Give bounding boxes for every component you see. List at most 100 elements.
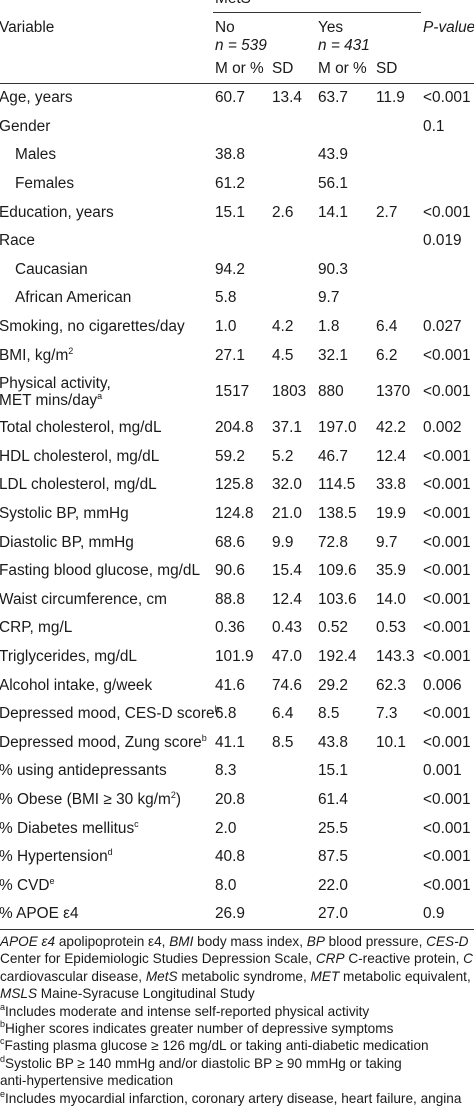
no-mean-cell: 40.8 xyxy=(215,848,245,866)
table-row: CRP, mg/L 0.36 0.43 0.52 0.53 <0.001 xyxy=(0,614,474,643)
table-row: Diastolic BP, mmHg 68.6 9.9 72.8 9.7 <0.001 xyxy=(0,528,474,557)
row-label: Systolic BP, mmHg xyxy=(0,505,129,523)
row-label: Fasting blood glucose, mg/dL xyxy=(0,562,201,580)
no-sd-cell: 13.4 xyxy=(270,82,316,113)
row-label: Depressed mood, Zung scoreb xyxy=(0,732,207,751)
table-row: Depressed mood, Zung scoreb 41.1 8.5 43.8 10… xyxy=(0,728,474,757)
header-spacer xyxy=(0,0,213,13)
no-sd-cell xyxy=(270,871,316,900)
p-value-cell xyxy=(421,256,474,285)
no-sd-cell: 4.5 xyxy=(272,346,294,364)
yes-sd-cell: 1370 xyxy=(376,383,411,401)
no-sd-cell: 21.0 xyxy=(272,505,302,523)
yes-mean-cell: 109.6 xyxy=(318,562,357,580)
table-row: % Hypertensiond 40.8 87.5 <0.001 xyxy=(0,843,474,872)
no-sd-cell: 6.4 xyxy=(272,705,294,723)
p-value-cell: <0.001 xyxy=(423,705,471,723)
row-label: Race xyxy=(0,232,35,250)
yes-mean-cell: 56.1 xyxy=(318,175,348,193)
yes-sd-cell xyxy=(374,284,421,313)
no-mean-cell: 60.7 xyxy=(213,82,270,113)
row-label: HDL cholesterol, mg/dL xyxy=(0,447,160,465)
table-row: African American 5.8 9.7 xyxy=(0,284,474,313)
table-row: Age, years 60.7 13.4 63.7 11.9 <0.001 xyxy=(0,82,474,113)
header-spacer-p xyxy=(421,0,474,13)
table-row: Gender 0.1 xyxy=(0,113,474,142)
no-mean-cell: 124.8 xyxy=(215,505,254,523)
no-sd-cell: 9.9 xyxy=(272,533,294,551)
yes-mean-cell: 43.9 xyxy=(318,146,348,164)
no-sd-cell xyxy=(270,814,316,843)
yes-label: Yes xyxy=(318,19,344,36)
p-value-cell: <0.001 xyxy=(423,562,471,580)
no-sd-cell: 1803 xyxy=(272,383,307,401)
no-sd-cell xyxy=(270,757,316,786)
row-label: % Obese (BMI ≥ 30 kg/m2) xyxy=(0,789,181,808)
row-label: Age, years xyxy=(0,82,213,113)
yes-sd-cell: 35.9 xyxy=(376,562,406,580)
p-value-cell: <0.001 xyxy=(423,819,471,837)
yes-sd-cell: 33.8 xyxy=(376,476,406,494)
no-sd-cell: 5.2 xyxy=(272,447,294,465)
table-body: Age, years 60.7 13.4 63.7 11.9 <0.001 Gender 0.… xyxy=(0,82,474,930)
table-row: HDL cholesterol, mg/dL 59.2 5.2 46.7 12.4 <0.… xyxy=(0,443,474,472)
row-label: LDL cholesterol, mg/dL xyxy=(0,476,157,494)
table-row: Males 38.8 43.9 xyxy=(0,141,474,170)
no-mean-cell xyxy=(213,113,270,142)
no-mean-cell: 125.8 xyxy=(215,476,254,494)
yes-n: n = 431 xyxy=(318,37,370,54)
row-label: African American xyxy=(15,289,132,307)
yes-mean-header: M or % xyxy=(316,55,374,84)
no-sd-cell: 0.43 xyxy=(272,619,302,637)
yes-sd-cell: 10.1 xyxy=(376,733,406,751)
yes-mean-cell: 880 xyxy=(318,383,344,401)
no-label: No xyxy=(215,19,235,36)
yes-mean-cell: 25.5 xyxy=(318,819,348,837)
p-value-cell: 0.9 xyxy=(421,900,474,930)
yes-sd-cell: 6.2 xyxy=(376,346,398,364)
table-row: Race 0.019 xyxy=(0,227,474,256)
p-value-cell: <0.001 xyxy=(423,383,471,401)
yes-sd-cell: 6.4 xyxy=(376,318,398,336)
yes-sd-cell xyxy=(374,227,421,256)
yes-sd-header: SD xyxy=(374,55,422,84)
no-sd-cell xyxy=(270,113,316,142)
row-label: % APOE ε4 xyxy=(0,900,213,930)
row-label: % Diabetes mellitusc xyxy=(0,818,139,837)
table-row: Alcohol intake, g/week 41.6 74.6 29.2 62.3 0.… xyxy=(0,671,474,700)
row-label: Females xyxy=(15,175,75,193)
no-mean-cell: 101.9 xyxy=(215,647,254,665)
yes-mean-cell: 14.1 xyxy=(318,203,348,221)
no-n: n = 539 xyxy=(215,37,267,54)
yes-mean-cell: 72.8 xyxy=(318,533,348,551)
row-label: % CVDe xyxy=(0,875,55,894)
yes-sd-cell: 9.7 xyxy=(376,533,398,551)
table-row: Females 61.2 56.1 xyxy=(0,170,474,199)
yes-mean-cell: 27.0 xyxy=(316,900,374,930)
yes-mean-cell xyxy=(316,227,374,256)
no-sd-cell: 8.5 xyxy=(272,733,294,751)
table-row: Total cholesterol, mg/dL 204.8 37.1 197.0 42… xyxy=(0,414,474,443)
p-value-cell: <0.001 xyxy=(423,447,471,465)
p-value-cell: 0.002 xyxy=(423,419,462,437)
yes-sd-cell: 7.3 xyxy=(376,705,398,723)
no-mean-header: M or % xyxy=(213,55,270,84)
no-mean-cell: 38.8 xyxy=(215,146,245,164)
no-mean-cell: 90.6 xyxy=(215,562,245,580)
no-mean-cell: 61.2 xyxy=(215,175,245,193)
abbreviations-line-4: MSLS Maine-Syracuse Longitudinal Study xyxy=(0,986,255,1002)
table-row: Depressed mood, CES-D scoreb 6.8 6.4 8.5 7.3… xyxy=(0,700,474,729)
no-mean-cell: 1517 xyxy=(215,383,250,401)
no-mean-cell: 204.8 xyxy=(215,419,254,437)
group-header-mets: MetS xyxy=(213,0,422,13)
table-row: Education, years 15.1 2.6 14.1 2.7 <0.001 xyxy=(0,198,474,227)
row-label: CRP, mg/L xyxy=(0,619,73,637)
p-value-cell: <0.001 xyxy=(423,619,471,637)
table-row: % using antidepressants 8.3 15.1 0.001 xyxy=(0,757,474,786)
yes-mean-cell: 29.2 xyxy=(318,676,348,694)
yes-sd-cell xyxy=(374,814,421,843)
p-value-cell: 0.001 xyxy=(423,762,462,780)
subheader-spacer xyxy=(0,55,213,84)
yes-mean-cell: 103.6 xyxy=(318,590,357,608)
yes-sd-cell: 12.4 xyxy=(376,447,406,465)
